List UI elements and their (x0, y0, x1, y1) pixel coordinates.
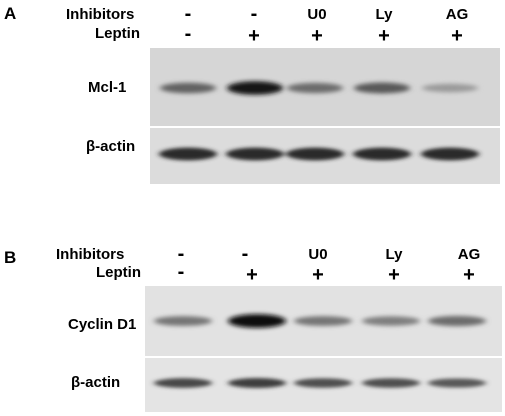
panel-b-inhibitors-label: Inhibitors (56, 246, 125, 263)
panel-b-actin-band-1 (154, 378, 212, 388)
panel-a-actin-band-4 (353, 147, 411, 161)
panel-b-cyclin-d1-band-5 (428, 315, 486, 327)
panel-b-leptin-5: + (463, 264, 475, 286)
panel-b-inhibitor-1: - (177, 243, 185, 265)
panel-a-actin-band-1 (159, 147, 217, 161)
panel-b-inhibitor-2: - (241, 243, 249, 265)
panel-b-cyclin-d1-band-3 (294, 316, 352, 326)
panel-a-leptin-4: + (378, 25, 390, 47)
panel-a-mcl1-band-2 (227, 81, 283, 95)
panel-b-cyclin-d1-blot (145, 286, 502, 356)
panel-a-actin-label: β-actin (86, 138, 136, 155)
panel-b-actin-band-3 (294, 378, 352, 388)
panel-a-inhibitor-2: - (250, 3, 258, 25)
panel-b-inhibitor-4: Ly (385, 246, 403, 263)
panel-a-leptin-3: + (311, 25, 323, 47)
panel-a-mcl1-band-3 (287, 82, 343, 94)
panel-a-mcl1-blot (150, 48, 500, 126)
panel-b-leptin-4: + (388, 264, 400, 286)
panel-a-inhibitor-3: U0 (307, 6, 327, 23)
panel-b-cyclin-d1-band-2 (228, 314, 286, 328)
panel-a-actin-band-2 (226, 147, 284, 161)
panel-a-inhibitor-5: AG (445, 6, 469, 23)
panel-a-actin-blot (150, 128, 500, 184)
panel-b-inhibitor-5: AG (457, 246, 481, 263)
panel-b-actin-band-4 (362, 378, 420, 388)
panel-a-actin-band-5 (421, 147, 479, 161)
panel-a-leptin-2: + (248, 25, 260, 47)
panel-b-cyclin-d1-label: Cyclin D1 (68, 316, 137, 333)
panel-a-letter: A (4, 4, 17, 23)
panel-b-leptin-label: Leptin (96, 264, 141, 281)
panel-b-cyclin-d1-band-1 (154, 316, 212, 326)
panel-b-actin-band-5 (428, 378, 486, 388)
panel-a-inhibitor-1: - (184, 3, 192, 25)
panel-b-leptin-3: + (312, 264, 324, 286)
panel-a-mcl1-label: Mcl-1 (88, 79, 127, 96)
panel-a-actin-band-3 (286, 147, 344, 161)
panel-b-cyclin-d1-band-4 (362, 316, 420, 326)
panel-b-actin-label: β-actin (71, 374, 121, 391)
panel-b-inhibitor-3: U0 (308, 246, 328, 263)
panel-b-leptin-2: + (246, 264, 258, 286)
panel-b-actin-blot (145, 358, 502, 412)
panel-b-leptin-1: - (177, 261, 185, 283)
panel-a-leptin-5: + (451, 25, 463, 47)
panel-b-letter: B (4, 248, 17, 267)
panel-a-leptin-1: - (184, 23, 192, 45)
panel-a-mcl1-band-4 (354, 82, 410, 94)
panel-a-inhibitor-4: Ly (375, 6, 393, 23)
panel-a-mcl1-band-1 (160, 82, 216, 94)
panel-a-inhibitors-label: Inhibitors (66, 6, 135, 23)
panel-a-mcl1-band-5 (422, 83, 478, 93)
panel-b-actin-band-2 (228, 378, 286, 388)
panel-a-leptin-label: Leptin (95, 25, 140, 42)
